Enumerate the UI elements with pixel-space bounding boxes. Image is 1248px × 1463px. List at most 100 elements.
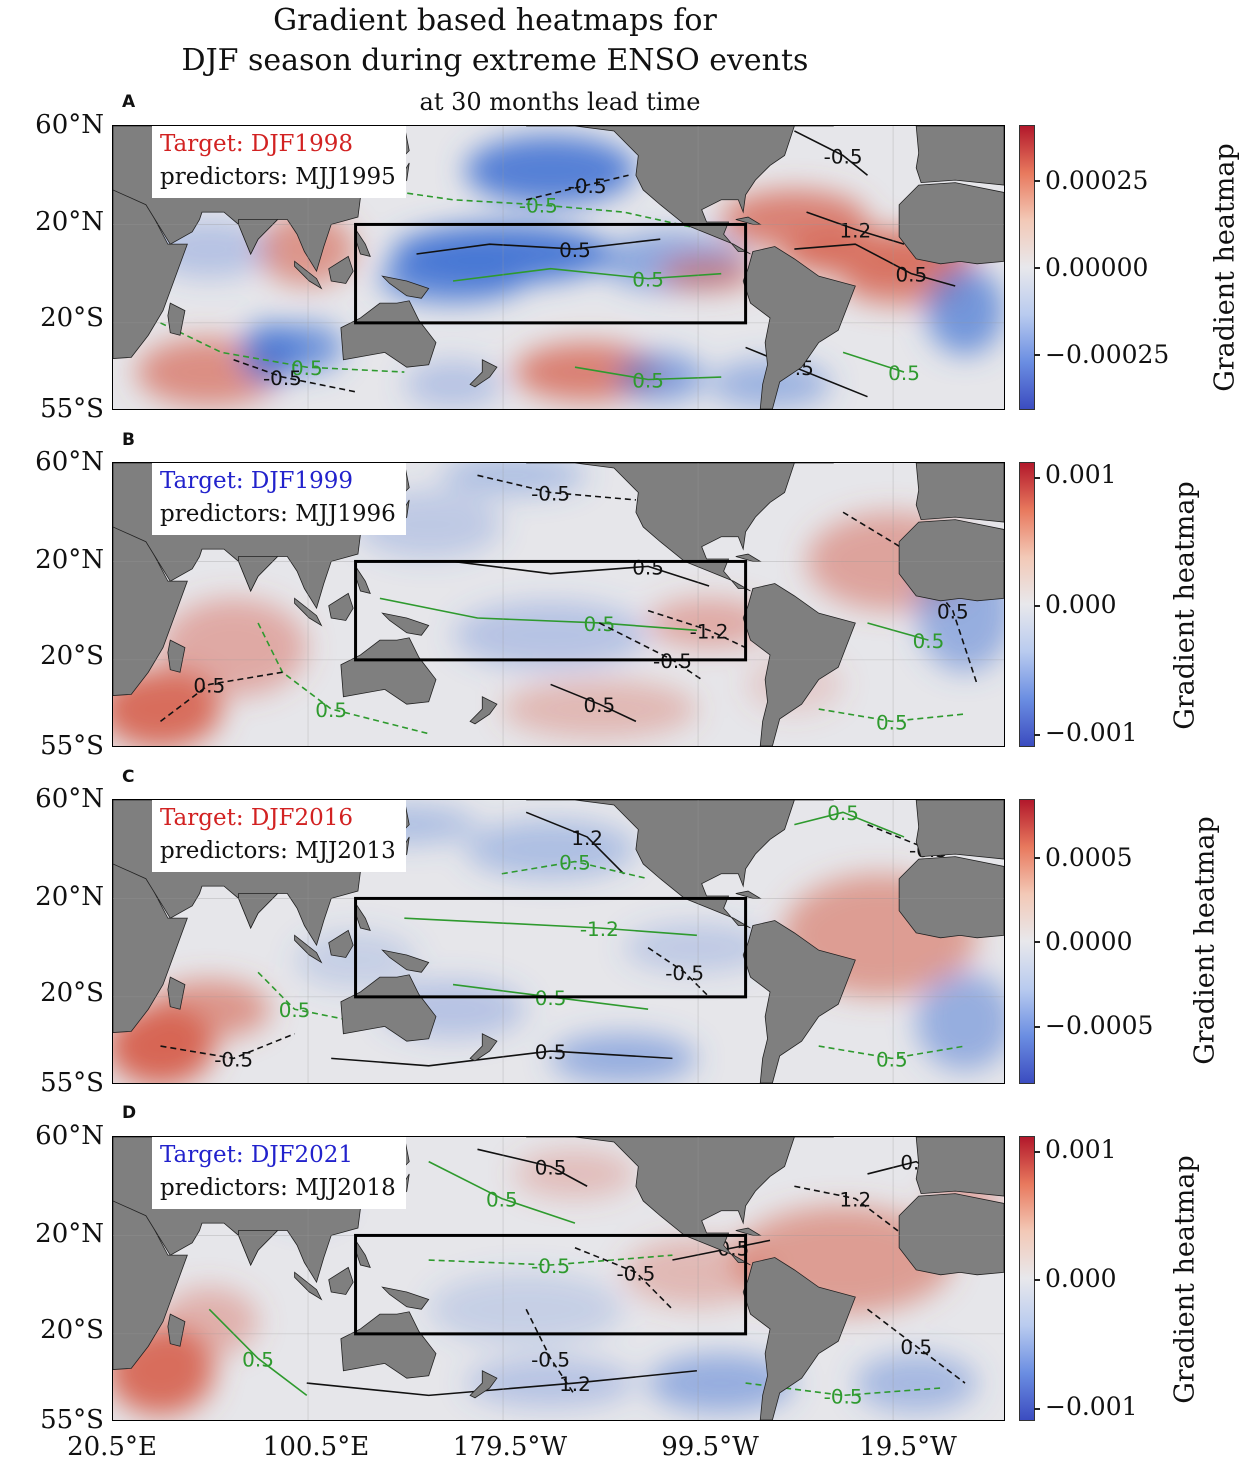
enso-region-box [354, 896, 748, 999]
land-nz [469, 696, 498, 725]
contour-line [416, 238, 661, 255]
contour-label: 0.5 [900, 1336, 932, 1359]
positive-gradient-region [501, 679, 697, 739]
land-png [381, 275, 430, 299]
legend-box: Target: DJF1998 predictors: MJJ1995 [152, 126, 406, 198]
predictors-label: predictors: MJJ1995 [160, 164, 396, 190]
positive-gradient-region [514, 1149, 636, 1199]
negative-gradient-region [648, 1353, 795, 1413]
colorbar-tick-label: 0.001 [1045, 460, 1117, 489]
negative-gradient-region [465, 135, 636, 205]
land-australia [340, 300, 437, 368]
land-samerica [742, 246, 856, 409]
predictors-label: predictors: MJJ2013 [160, 838, 396, 864]
y-tick-label: 20°N [35, 207, 104, 237]
contour-label: 0.5 [559, 852, 591, 875]
land-png [381, 612, 430, 636]
contour-label: -0.5 [824, 146, 863, 169]
predictors-label: predictors: MJJ1996 [160, 501, 396, 527]
x-tick-label: 179.5°W [452, 1432, 568, 1462]
land-australia [340, 974, 437, 1042]
positive-gradient-region [648, 598, 770, 648]
contour-line [160, 1033, 295, 1060]
contour-label: 0.5 [583, 613, 615, 636]
y-tick-label: 60°N [35, 110, 104, 140]
negative-gradient-region [270, 322, 344, 373]
contour-line [404, 917, 697, 937]
contour-label: -0.5 [531, 1348, 570, 1371]
land-png [381, 1286, 430, 1310]
panel-letter: D [122, 1103, 137, 1123]
contour-line [818, 708, 966, 723]
colorbar-tick-label: 0.000 [1045, 590, 1117, 619]
y-tick-label: 20°N [35, 882, 104, 912]
negative-gradient-region [855, 1353, 978, 1413]
land-namerica [526, 126, 795, 255]
contour-label: 0.5 [559, 239, 591, 262]
colorbar-tick-label: 0.00025 [1045, 166, 1149, 195]
enso-region-box [354, 1233, 748, 1336]
negative-gradient-region [616, 352, 705, 402]
contour-line [452, 267, 722, 282]
land-madagascar [167, 639, 186, 673]
contour-line [672, 1239, 771, 1261]
contour-label: -0.5 [616, 1262, 655, 1285]
colorbar-tick-label: −0.0005 [1045, 1011, 1154, 1040]
panel-letter: A [122, 92, 136, 112]
land-westafrica [898, 856, 1004, 939]
predictors-label: predictors: MJJ2018 [160, 1175, 396, 1201]
contour-line [574, 1246, 674, 1310]
colorbar-tick [1034, 1026, 1040, 1028]
contour-label: 0.5 [876, 711, 908, 734]
colorbar-tick-label: 0.000 [1045, 1264, 1117, 1293]
colorbar-tick [1034, 354, 1040, 356]
contour-line [550, 683, 637, 723]
colorbar-tick-label: 0.0005 [1045, 843, 1133, 872]
colorbar-label: Gradient heatmap [1169, 1155, 1201, 1404]
colorbar-tick-label: −0.001 [1045, 1392, 1138, 1421]
y-tick-label: 20°S [40, 641, 104, 671]
contour-line [501, 860, 649, 880]
contour-label: 0.5 [279, 999, 311, 1022]
contour-label: 0.5 [632, 269, 664, 292]
target-label: Target: DJF2021 [160, 1142, 354, 1168]
legend-box: Target: DJF1999 predictors: MJJ1996 [152, 463, 406, 535]
colorbar-tick-label: 0.0000 [1045, 927, 1133, 956]
land-borneo [328, 592, 354, 621]
contour-line [160, 671, 283, 723]
colorbar-label: Gradient heatmap [1209, 143, 1241, 392]
contour-label: 1.2 [839, 219, 871, 242]
y-tick-label: 20°S [40, 978, 104, 1008]
contour-line [233, 358, 356, 393]
contour-line [842, 351, 905, 373]
land-westafrica [898, 519, 1004, 602]
land-australia [340, 1311, 437, 1379]
contour-line [794, 811, 905, 838]
x-tick-label: 99.5°W [661, 1432, 759, 1462]
legend-box: Target: DJF2021 predictors: MJJ2018 [152, 1137, 406, 1209]
contour-line [367, 186, 702, 231]
contour-label: 0.5 [193, 674, 225, 697]
colorbar [1019, 125, 1035, 410]
contour-label: 0.5 [913, 630, 945, 653]
y-tick-label: 60°N [35, 447, 104, 477]
enso-region-box [354, 222, 748, 325]
contour-label: -1.2 [690, 620, 729, 643]
land-madagascar [167, 1313, 186, 1347]
land-samerica [742, 583, 856, 746]
colorbar-tick [1034, 1151, 1040, 1153]
contour-label: -0.5 [665, 962, 704, 985]
contour-label: 0.5 [718, 1238, 750, 1261]
x-tick-label: 100.5°E [262, 1432, 370, 1462]
y-tick-label: 55°S [40, 1068, 104, 1098]
y-tick-label: 20°N [35, 545, 104, 575]
land-europe [915, 463, 1004, 523]
contour-line [160, 322, 405, 373]
land-madagascar [167, 976, 186, 1010]
contour-label: 1.2 [839, 1189, 871, 1212]
negative-gradient-region [379, 253, 527, 304]
colorbar [1019, 799, 1035, 1084]
colorbar-tick-label: 0.00000 [1045, 253, 1149, 282]
y-tick-label: 55°S [40, 394, 104, 424]
contour-label: 0.5 [937, 601, 969, 624]
